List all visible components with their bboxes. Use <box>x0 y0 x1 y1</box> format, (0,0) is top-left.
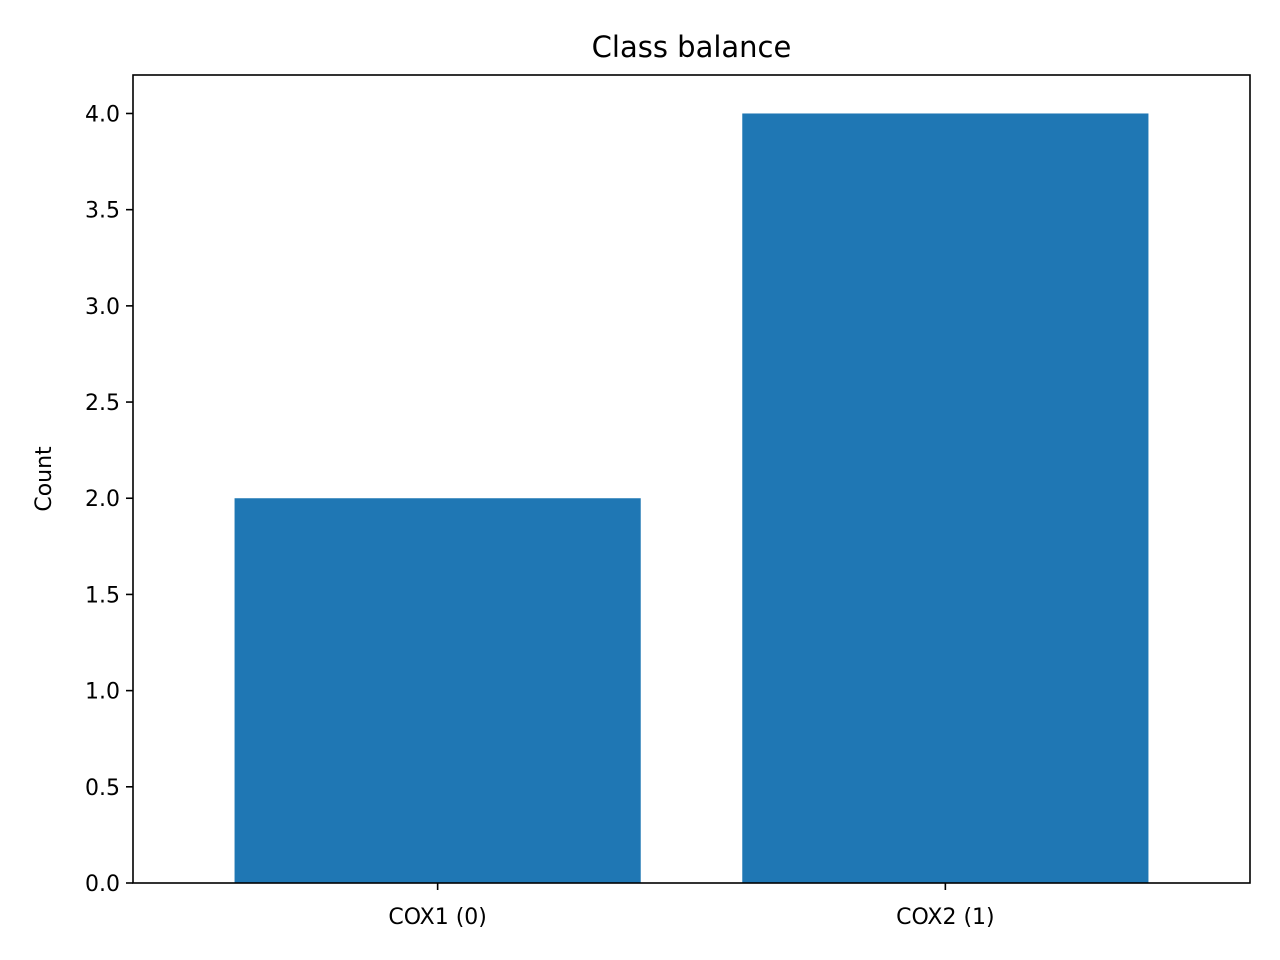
y-tick-label: 4.0 <box>85 102 120 127</box>
x-tick-label: COX1 (0) <box>388 905 487 930</box>
y-tick-label: 2.0 <box>85 487 120 512</box>
x-axis-ticks: COX1 (0) COX2 (1) <box>388 883 995 930</box>
y-tick-label: 1.0 <box>85 680 120 705</box>
y-tick-label: 2.5 <box>85 391 120 416</box>
bars-layer <box>234 113 1149 884</box>
y-axis-ticks: 0.0 0.5 1.0 1.5 2.0 2.5 3.0 3.5 4.0 <box>85 102 133 897</box>
y-tick-label: 1.5 <box>85 583 120 608</box>
y-axis-label: Count <box>32 446 57 512</box>
x-tick-label: COX2 (1) <box>896 905 995 930</box>
y-tick-label: 0.5 <box>85 776 120 801</box>
bar-1 <box>742 113 1149 884</box>
chart-title: Class balance <box>592 30 792 64</box>
y-tick-label: 0.0 <box>85 872 120 897</box>
y-tick-label: 3.0 <box>85 295 120 320</box>
bar-0 <box>234 498 641 883</box>
plot-area-frame <box>132 74 1251 884</box>
y-tick-label: 3.5 <box>85 199 120 224</box>
